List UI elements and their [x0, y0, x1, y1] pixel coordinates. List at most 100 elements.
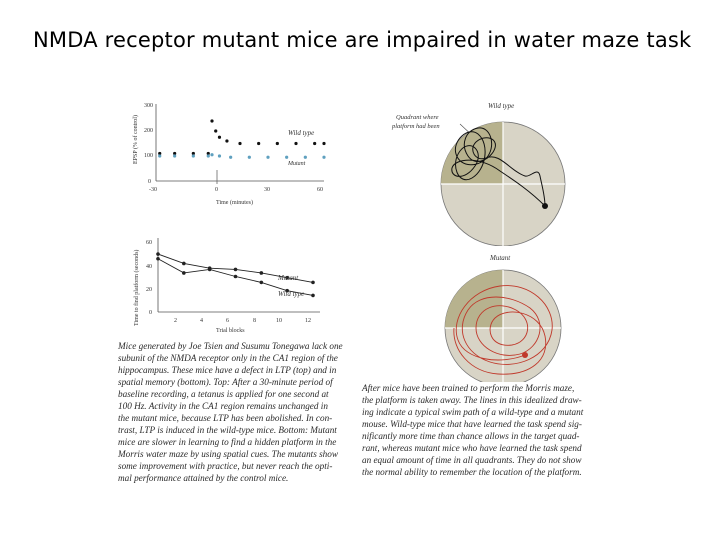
learning-mutant-point	[233, 267, 238, 272]
ltp-wild-point	[225, 139, 229, 143]
learning-plot: Time to find platform (seconds) 60 40 20…	[133, 238, 320, 334]
ltp-wild-point	[158, 151, 162, 156]
learning-xtick-12: 12	[305, 318, 311, 324]
ltp-mutant-point	[285, 155, 289, 159]
mutant-start-point	[522, 352, 528, 358]
caption-left: Mice generated by Joe Tsien and Susumu T…	[118, 340, 368, 484]
ltp-wild-point	[214, 129, 218, 133]
caption-left-line: 100 Hz. Activity in the CA1 region remai…	[118, 401, 328, 411]
wild-swim-path	[451, 127, 546, 207]
mutant-target-quadrant	[445, 270, 503, 328]
caption-right-line: the platform is taken away. The lines in…	[362, 395, 582, 405]
caption-right-line: nificantly more time than chance allows …	[362, 431, 580, 441]
ltp-mutant-point	[247, 155, 251, 159]
learning-label-mutant: Mutant	[277, 274, 299, 282]
ltp-wild-point	[217, 135, 222, 139]
slide-title: NMDA receptor mutant mice are impaired i…	[33, 28, 692, 52]
ltp-mutant-point	[173, 154, 177, 158]
mutant-swim-path	[453, 285, 553, 375]
caption-right-line: the normal ability to remember the locat…	[362, 467, 582, 477]
ltp-ytick-300: 300	[144, 103, 153, 109]
ltp-wild-point	[313, 141, 317, 146]
learning-xtick-10: 10	[276, 318, 282, 324]
ltp-xtick-60: 60	[317, 187, 323, 193]
caption-left-line: hippocampus. These mice have a defect in…	[118, 365, 337, 375]
learning-ytick-0: 0	[149, 310, 152, 316]
ltp-wild-series	[158, 119, 326, 156]
ltp-wild-point	[322, 141, 326, 146]
ltp-xlabel: Time (minutes)	[216, 199, 253, 206]
caption-left-line: baseline recording, a tetanus is applied…	[118, 389, 329, 399]
learning-mutant-point	[259, 271, 264, 275]
learning-xtick-8: 8	[253, 318, 256, 324]
ltp-xtick-0: 0	[215, 187, 218, 193]
ltp-mutant-point	[206, 154, 210, 158]
learning-wild-point	[182, 271, 186, 275]
learning-ytick-60: 60	[146, 240, 152, 246]
learning-ytick-40: 40	[146, 264, 152, 270]
learning-mutant-point	[156, 252, 160, 256]
learning-xtick-6: 6	[226, 318, 229, 324]
learning-label-wild: Wild type	[278, 290, 304, 298]
caption-left-line: the mutant mice, because LTP has been ab…	[118, 413, 333, 423]
mutant-maze-label: Mutant	[489, 254, 511, 262]
caption-left-line: some improvement with practice, but neve…	[118, 461, 333, 471]
learning-mutant-point	[311, 280, 315, 285]
ltp-wild-point	[238, 141, 242, 146]
ltp-ylabel: EPSP (% of control)	[132, 115, 139, 164]
caption-right-line: an equal amount of time in all quadrants…	[362, 455, 582, 465]
caption-right: After mice have been trained to perform …	[362, 382, 620, 478]
learning-wild-point	[207, 267, 212, 272]
caption-left-line: Mice generated by Joe Tsien and Susumu T…	[118, 341, 343, 351]
quadrant-note-line1: Quadrant where	[396, 114, 439, 121]
learning-xtick-2: 2	[174, 318, 177, 324]
learning-ytick-20: 20	[146, 287, 152, 293]
caption-left-line: trast, LTP is induced in the wild-type m…	[118, 425, 337, 435]
caption-right-line: After mice have been trained to perform …	[362, 383, 575, 393]
ltp-mutant-series	[158, 153, 326, 159]
ltp-wild-point	[257, 141, 261, 146]
mutant-maze: Mutant	[444, 254, 562, 382]
wild-maze-label: Wild type	[488, 102, 514, 110]
ltp-mutant-point	[303, 155, 307, 159]
learning-ylabel: Time to find platform (seconds)	[133, 250, 140, 326]
learning-wild-point	[233, 274, 238, 279]
ltp-wild-point	[173, 151, 177, 156]
ltp-label-wild: Wild type	[288, 129, 314, 137]
ltp-ytick-0: 0	[148, 179, 151, 185]
ltp-mutant-point	[210, 153, 214, 157]
ltp-wild-point	[294, 141, 298, 146]
quadrant-note-line2: platform had been	[391, 123, 440, 130]
ltp-mutant-point	[322, 155, 326, 159]
learning-mutant-point	[285, 275, 289, 280]
ltp-label-mutant: Mutant	[287, 161, 306, 167]
caption-left-line: mice are slower in learning to find a hi…	[118, 437, 337, 447]
ltp-wild-point	[206, 151, 210, 156]
ltp-wild-point	[210, 119, 214, 123]
ltp-wild-point	[275, 141, 279, 146]
caption-right-line: mouse. Wild-type mice that have learned …	[362, 419, 582, 429]
wild-type-maze: Wild type Quadrant where platform had be…	[391, 102, 566, 246]
learning-wild-point	[311, 293, 315, 298]
ltp-mutant-point	[229, 155, 233, 159]
learning-xtick-4: 4	[200, 318, 203, 324]
ltp-plot: EPSP (% of control) 300 200 100 0 -30 0 …	[132, 103, 326, 206]
ltp-mutant-point	[266, 155, 270, 159]
wild-start-point	[542, 203, 548, 209]
ltp-ytick-200: 200	[144, 128, 153, 134]
caption-left-line: subunit of the NMDA receptor only in the…	[118, 353, 338, 363]
learning-wild-point	[285, 288, 289, 293]
ltp-mutant-point	[217, 154, 222, 158]
ltp-wild-point	[191, 151, 195, 156]
ltp-xtick-30: 30	[264, 187, 270, 193]
learning-xlabel: Trial blocks	[216, 328, 245, 334]
ltp-xtick-m30: -30	[149, 187, 157, 193]
caption-right-line: rant, whereas mutant mice who have learn…	[362, 443, 582, 453]
learning-wild-point	[259, 280, 264, 285]
caption-left-line: mal performance attained by the control …	[118, 473, 289, 483]
learning-series	[156, 252, 315, 298]
learning-mutant-point	[182, 261, 186, 266]
ltp-mutant-point	[191, 154, 195, 158]
ltp-ytick-100: 100	[144, 153, 153, 159]
learning-wild-point	[156, 256, 160, 261]
